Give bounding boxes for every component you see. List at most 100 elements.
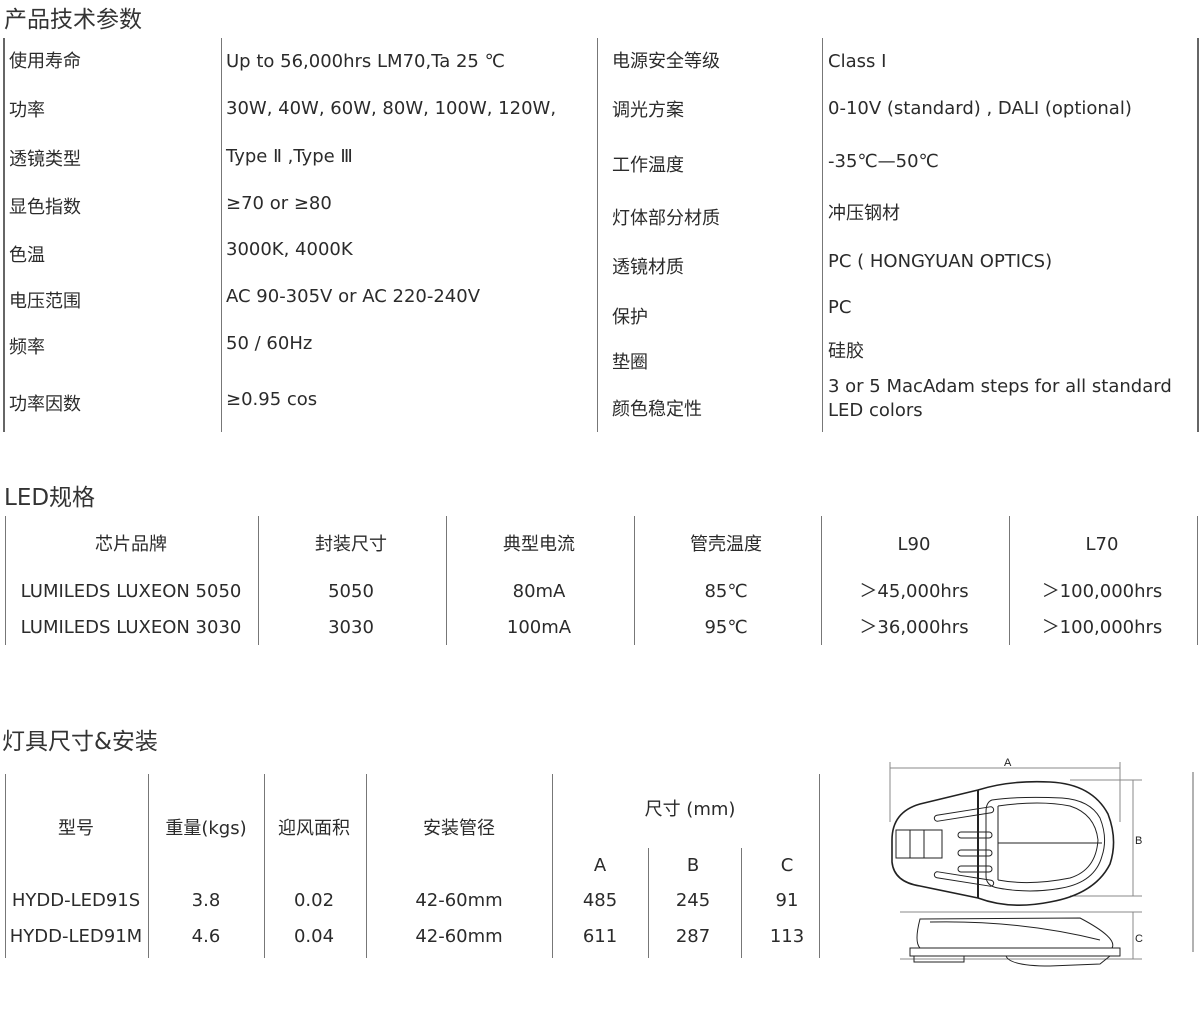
table-divider [634, 516, 635, 645]
fixture-cell: 42-60mm [415, 890, 503, 911]
table-divider [5, 774, 6, 958]
table-divider [366, 774, 367, 958]
fixture-header: 重量(kgs) [165, 818, 247, 839]
table-divider [597, 38, 598, 432]
param-label: 调光方案 [612, 100, 684, 121]
param-label: 透镜材质 [612, 257, 684, 278]
param-label: 灯体部分材质 [612, 208, 720, 229]
table-divider [1197, 516, 1198, 645]
table-divider [3, 38, 5, 432]
led-cell: ＞100,000hrs [1041, 581, 1163, 602]
led-header: 封装尺寸 [315, 534, 387, 555]
fixture-dimension-drawing: A B C [889, 757, 1194, 967]
fixture-header: 迎风面积 [278, 818, 350, 839]
param-label: 功率 [9, 100, 45, 121]
param-label: 颜色稳定性 [612, 399, 702, 420]
param-value: -35℃—50℃ [828, 151, 939, 172]
param-value: Type Ⅱ ,Type Ⅲ [226, 146, 353, 167]
dimension-label-c: C [1135, 933, 1143, 945]
led-cell: 100mA [506, 617, 572, 638]
param-value: AC 90-305V or AC 220-240V [226, 286, 481, 307]
table-divider [741, 848, 742, 958]
param-value: 3000K, 4000K [226, 239, 353, 260]
param-label: 透镜类型 [9, 149, 81, 170]
param-label: 显色指数 [9, 197, 81, 218]
param-value: PC ( HONGYUAN OPTICS) [828, 251, 1053, 272]
param-value: 0-10V (standard) , DALI (optional) [828, 98, 1132, 119]
led-cell: ＞45,000hrs [859, 581, 969, 602]
dim-subheader: B [686, 855, 700, 876]
fixture-cell: HYDD-LED91M [9, 926, 143, 947]
led-cell: LUMILEDS LUXEON 3030 [20, 617, 242, 638]
fixture-cell: 42-60mm [415, 926, 503, 947]
param-label: 电源安全等级 [612, 51, 720, 72]
fixture-cell: 113 [769, 926, 805, 947]
table-divider [258, 516, 259, 645]
fixture-cell: 0.02 [293, 890, 335, 911]
param-value: 30W, 40W, 60W, 80W, 100W, 120W, [226, 98, 557, 119]
table-divider [1197, 38, 1199, 432]
param-label: 色温 [9, 245, 45, 266]
param-value: PC [828, 297, 852, 318]
param-label: 工作温度 [612, 155, 684, 176]
fixture-cell: 287 [675, 926, 711, 947]
param-label: 保护 [612, 307, 648, 328]
param-label: 使用寿命 [9, 51, 81, 72]
fixture-cell: 245 [675, 890, 711, 911]
led-cell: ＞36,000hrs [859, 617, 969, 638]
param-value: LED colors [828, 400, 923, 421]
fixture-cell: 0.04 [293, 926, 335, 947]
led-cell: LUMILEDS LUXEON 5050 [20, 581, 242, 602]
table-divider [5, 516, 6, 645]
param-value: 冲压钢材 [828, 203, 900, 224]
dimension-label-b: B [1135, 835, 1142, 847]
tech-params-title: 产品技术参数 [4, 7, 142, 33]
param-value: 硅胶 [828, 341, 864, 362]
param-label: 功率因数 [9, 394, 81, 415]
fixture-cell: 3.8 [191, 890, 221, 911]
led-cell: 3030 [328, 617, 374, 638]
param-value: ≥0.95 cos [226, 389, 318, 410]
dim-subheader: A [593, 855, 607, 876]
fixture-header: 安装管径 [423, 818, 495, 839]
table-divider [822, 38, 823, 432]
led-cell: ＞100,000hrs [1041, 617, 1163, 638]
param-label: 垫圈 [612, 352, 648, 373]
dim-subheader: C [780, 855, 794, 876]
fixture-cell: HYDD-LED91S [11, 890, 141, 911]
table-divider [1009, 516, 1010, 645]
param-value: 3 or 5 MacAdam steps for all standard [828, 376, 1172, 397]
led-header: 典型电流 [503, 534, 575, 555]
table-divider [148, 774, 149, 958]
table-divider [552, 774, 553, 958]
param-value: ≥70 or ≥80 [226, 193, 332, 214]
led-spec-title: LED规格 [4, 485, 96, 511]
led-header: 芯片品牌 [95, 534, 167, 555]
table-divider [221, 38, 222, 432]
fixture-title: 灯具尺寸&安装 [2, 729, 158, 755]
param-value: Class I [828, 51, 887, 72]
param-label: 频率 [9, 337, 45, 358]
table-divider [264, 774, 265, 958]
fixture-header: 型号 [58, 818, 94, 839]
led-cell: 80mA [512, 581, 566, 602]
led-header: L90 [897, 534, 931, 555]
param-value: 50 / 60Hz [226, 333, 313, 354]
param-value: Up to 56,000hrs LM70,Ta 25 ℃ [226, 51, 505, 72]
dimension-label-a: A [1004, 757, 1012, 769]
table-divider [819, 774, 820, 958]
led-header: 管壳温度 [690, 534, 762, 555]
led-cell: 5050 [328, 581, 374, 602]
table-divider [821, 516, 822, 645]
led-header: L70 [1085, 534, 1119, 555]
param-label: 电压范围 [9, 291, 81, 312]
fixture-cell: 91 [775, 890, 799, 911]
fixture-cell: 485 [582, 890, 618, 911]
dim-header: 尺寸 (mm) [644, 799, 736, 820]
fixture-cell: 4.6 [191, 926, 221, 947]
led-cell: 95℃ [704, 617, 748, 638]
fixture-cell: 611 [582, 926, 618, 947]
table-divider [648, 848, 649, 958]
led-cell: 85℃ [704, 581, 748, 602]
table-divider [446, 516, 447, 645]
